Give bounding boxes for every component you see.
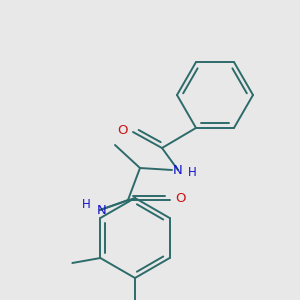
Text: H: H [188,166,196,178]
Text: O: O [175,191,185,205]
Text: O: O [118,124,128,136]
Text: H: H [82,197,90,211]
Text: N: N [173,164,183,176]
Text: N: N [97,203,107,217]
